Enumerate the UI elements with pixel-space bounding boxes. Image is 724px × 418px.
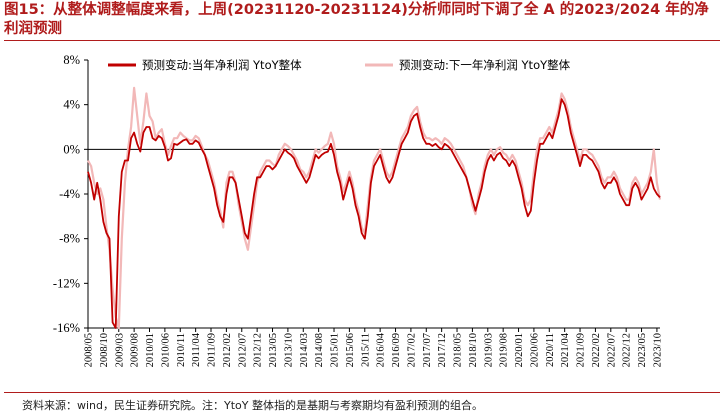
x-tick-label: 2022/12 bbox=[622, 333, 633, 367]
x-tick-label: 2012/02 bbox=[222, 333, 233, 367]
y-tick-label: -16% bbox=[53, 321, 80, 335]
x-tick-label: 2022/02 bbox=[591, 333, 602, 367]
x-tick-label: 2023/05 bbox=[637, 333, 648, 367]
y-tick-label: -8% bbox=[59, 232, 80, 246]
x-tick-label: 2021/04 bbox=[560, 332, 571, 367]
x-tick-label: 2021/09 bbox=[576, 333, 587, 367]
x-tick-label: 2013/10 bbox=[283, 333, 294, 367]
y-tick-label: 0% bbox=[63, 142, 80, 156]
series-line-1 bbox=[87, 98, 661, 329]
x-tick-label: 2009/08 bbox=[130, 333, 141, 367]
x-tick-label: 2017/02 bbox=[406, 333, 417, 367]
x-tick-label: 2008/05 bbox=[84, 333, 95, 367]
x-tick-label: 2010/11 bbox=[176, 333, 187, 367]
x-tick-label: 2011/04 bbox=[191, 332, 202, 367]
x-tick-label: 2017/12 bbox=[437, 333, 448, 367]
y-tick-label: 8% bbox=[63, 53, 80, 67]
x-tick-label: 2010/06 bbox=[160, 333, 171, 367]
x-tick-label: 2009/03 bbox=[114, 333, 125, 367]
x-tick-label: 2016/04 bbox=[376, 332, 387, 367]
x-tick-label: 2008/10 bbox=[99, 333, 110, 367]
figure-title: 图15：从整体调整幅度来看，上周(20231120-20231124)分析师同时… bbox=[4, 2, 709, 37]
y-tick-label: -4% bbox=[59, 187, 80, 201]
x-tick-label: 2010/01 bbox=[145, 333, 156, 367]
source-divider bbox=[4, 392, 720, 393]
source-note: 资料来源：wind，民生证券研究院。注：YtoY 整体指的是基期与考察期均有盈利… bbox=[22, 399, 483, 412]
x-tick-label: 2018/05 bbox=[453, 333, 464, 367]
legend-label-2: 预测变动:下一年净利润 YtoY整体 bbox=[399, 58, 571, 72]
x-tick-label: 2020/01 bbox=[514, 333, 525, 367]
title-divider bbox=[4, 40, 720, 41]
x-tick-label: 2013/05 bbox=[268, 333, 279, 367]
x-tick-label: 2016/09 bbox=[391, 333, 402, 367]
series-layer bbox=[87, 86, 662, 330]
x-tick-label: 2022/07 bbox=[606, 333, 617, 367]
legend: 预测变动:当年净利润 YtoY整体 预测变动:下一年净利润 YtoY整体 bbox=[108, 58, 571, 72]
x-tick-label: 2014/03 bbox=[299, 333, 310, 367]
x-tick-label: 2015/01 bbox=[330, 333, 341, 367]
y-tick-label: 4% bbox=[63, 98, 80, 112]
series-line-2 bbox=[87, 86, 662, 330]
x-tick-label: 2020/11 bbox=[545, 333, 556, 367]
x-tick-label: 2020/06 bbox=[529, 333, 540, 367]
x-tick-label: 2014/08 bbox=[314, 333, 325, 367]
y-tick-label: -12% bbox=[53, 276, 80, 290]
x-tick-label: 2019/03 bbox=[483, 333, 494, 367]
x-tick-label: 2019/08 bbox=[499, 333, 510, 367]
axes-layer: 8% 4% 0% -4% -8% -12% -16% 2008/05 2008/10 2009/0… bbox=[53, 53, 664, 367]
x-tick-label: 2012/07 bbox=[237, 333, 248, 367]
x-tick-label: 2023/10 bbox=[652, 333, 663, 367]
x-tick-label: 2012/12 bbox=[253, 333, 264, 367]
x-tick-label: 2015/11 bbox=[360, 333, 371, 367]
x-tick-label: 2015/06 bbox=[345, 333, 356, 367]
x-tick-label: 2017/07 bbox=[422, 333, 433, 367]
legend-label-1: 预测变动:当年净利润 YtoY整体 bbox=[142, 58, 302, 72]
x-tick-label: 2018/10 bbox=[468, 333, 479, 367]
x-tick-label: 2011/09 bbox=[207, 333, 218, 367]
